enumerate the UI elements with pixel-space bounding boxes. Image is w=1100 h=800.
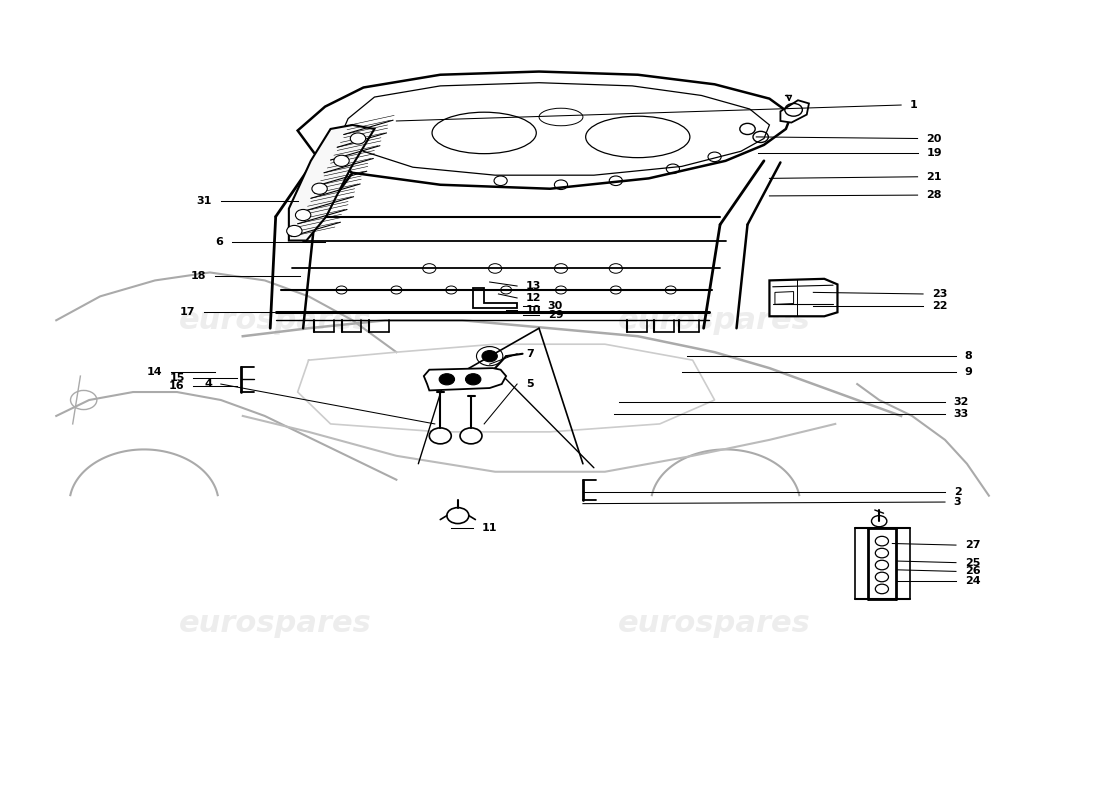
Text: 20: 20 [926,134,942,143]
Text: 23: 23 [932,289,947,299]
Text: 29: 29 [548,310,563,321]
Text: 8: 8 [965,351,972,361]
Text: 25: 25 [965,558,980,568]
Text: 22: 22 [932,301,947,311]
Text: eurospares: eurospares [618,306,811,334]
Text: eurospares: eurospares [179,306,372,334]
Text: 16: 16 [169,382,185,391]
Circle shape [465,374,481,385]
Circle shape [333,155,349,166]
Circle shape [439,374,454,385]
Text: eurospares: eurospares [179,609,372,638]
Text: 28: 28 [926,190,942,200]
Circle shape [460,428,482,444]
Circle shape [429,428,451,444]
Text: 33: 33 [954,409,969,418]
Text: 30: 30 [548,301,563,311]
Circle shape [287,226,303,237]
Text: 21: 21 [926,172,942,182]
Text: 24: 24 [965,576,980,586]
Text: 19: 19 [926,148,942,158]
Text: 12: 12 [526,293,541,303]
Text: 1: 1 [910,100,917,110]
Circle shape [312,183,328,194]
Text: 5: 5 [526,379,534,389]
Polygon shape [289,125,374,241]
Text: 11: 11 [482,522,497,533]
Text: 18: 18 [191,271,207,282]
Text: 2: 2 [954,486,961,497]
Polygon shape [769,279,837,316]
Text: 17: 17 [180,307,196,318]
Text: 7: 7 [526,349,534,358]
Text: 32: 32 [954,397,969,406]
Text: 9: 9 [965,367,972,377]
Text: 4: 4 [205,379,212,389]
Text: 26: 26 [965,566,980,577]
Circle shape [296,210,311,221]
Text: 3: 3 [954,497,961,507]
Text: 31: 31 [197,196,212,206]
Text: 14: 14 [147,367,163,377]
Text: 10: 10 [526,305,541,315]
Polygon shape [780,100,808,122]
Text: 15: 15 [169,374,185,383]
Text: 27: 27 [965,540,980,550]
Circle shape [482,350,497,362]
Text: eurospares: eurospares [618,609,811,638]
Text: 13: 13 [526,281,541,291]
Polygon shape [424,368,506,390]
Polygon shape [298,71,791,189]
Circle shape [350,133,365,144]
Text: 6: 6 [216,237,223,247]
